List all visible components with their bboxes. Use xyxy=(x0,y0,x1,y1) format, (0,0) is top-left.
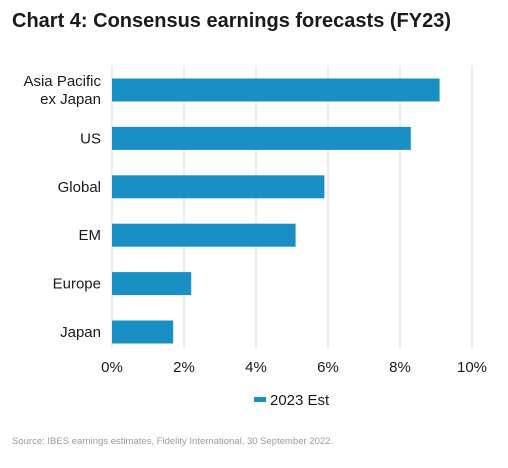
x-tick-label-5: 10% xyxy=(457,359,487,376)
bar-2 xyxy=(112,175,325,199)
category-label-5: Japan xyxy=(60,324,101,341)
category-label-0: Asia Pacific ex Japan xyxy=(23,73,101,108)
category-label-3: EM xyxy=(79,227,102,244)
x-axis-tick-labels: 0% 2% 4% 6% 8% 10% xyxy=(101,359,487,376)
bar-1 xyxy=(112,126,411,150)
x-tick-label-0: 0% xyxy=(101,359,123,376)
legend-label: 2023 Est xyxy=(270,392,330,409)
legend-swatch xyxy=(254,397,266,402)
bar-5 xyxy=(112,320,174,344)
x-tick-label-2: 4% xyxy=(245,359,267,376)
chart-title: Chart 4: Consensus earnings forecasts (F… xyxy=(12,10,452,32)
x-tick-label-3: 6% xyxy=(317,359,339,376)
category-labels: Asia Pacific ex Japan US Global EM Europe Japa… xyxy=(23,73,101,341)
source-note: Source: IBES earnings estimates, Fidelit… xyxy=(12,436,334,447)
x-tick-label-1: 2% xyxy=(173,359,195,376)
bar-3 xyxy=(112,223,296,247)
legend: 2023 Est xyxy=(254,392,330,409)
bar-4 xyxy=(112,272,192,296)
category-label-4: Europe xyxy=(53,276,101,293)
category-label-2: Global xyxy=(58,179,101,196)
bars xyxy=(112,78,440,344)
x-tick-label-4: 8% xyxy=(389,359,411,376)
bar-0 xyxy=(112,78,440,102)
grid-lines xyxy=(111,66,473,348)
category-label-1: US xyxy=(80,130,101,147)
